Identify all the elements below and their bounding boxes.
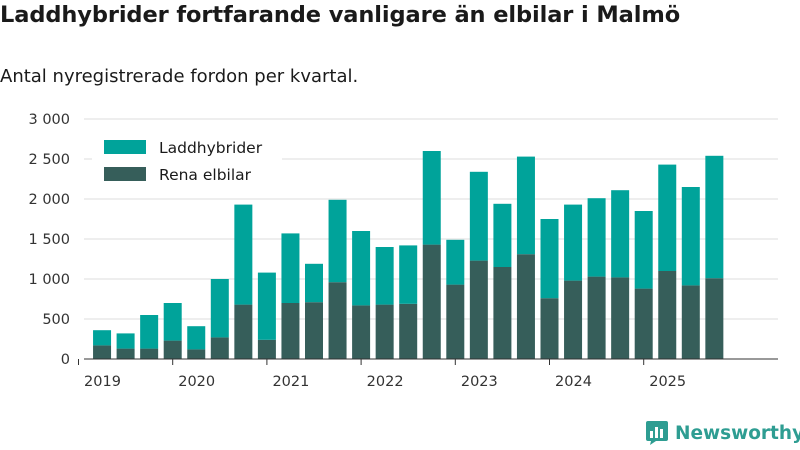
bar-rena-elbilar [281,303,300,359]
bar-laddhybrider [399,245,418,304]
y-tick-label: 0 [61,352,70,368]
bar-laddhybrider [257,272,276,340]
bar-rena-elbilar [705,278,724,359]
bar-rena-elbilar [658,271,677,359]
x-tick-label: 2019 [84,374,121,390]
chart-title: Laddhybrider fortfarande vanligare än el… [0,2,681,28]
bar-rena-elbilar [634,288,653,359]
bar-rena-elbilar [681,285,700,359]
bar-rena-elbilar [93,345,112,359]
bar-laddhybrider [210,279,229,338]
x-tick-label: 2024 [555,374,592,390]
bar-rena-elbilar [564,280,583,359]
x-tick-label: 2021 [272,374,309,390]
bar-rena-elbilar [140,348,159,359]
bar-laddhybrider [163,303,182,341]
bar-laddhybrider [540,219,559,299]
bar-rena-elbilar [375,304,394,359]
y-tick-label: 1 000 [28,272,70,288]
bar-rena-elbilar [611,277,630,359]
y-tick-label: 2 000 [28,192,70,208]
bar-laddhybrider [493,203,512,267]
legend-swatch [104,140,146,154]
bar-laddhybrider [422,151,441,245]
y-tick-label: 500 [42,312,70,328]
brand-name: Newsworthy [675,422,800,444]
bar-rena-elbilar [446,284,465,359]
bar-rena-elbilar [116,348,135,359]
bar-laddhybrider [658,164,677,271]
bar-rena-elbilar [234,304,253,359]
legend-label: Laddhybrider [159,139,263,157]
bar-laddhybrider [681,187,700,286]
bar-laddhybrider [234,204,253,305]
newsworthy-logo-icon [646,421,668,445]
bar-rena-elbilar [305,302,323,359]
bar-laddhybrider [587,198,606,277]
chart-subtitle: Antal nyregistrerade fordon per kvartal. [0,66,359,87]
bar-laddhybrider [352,231,371,306]
bar-rena-elbilar [422,244,441,359]
brand-logo: Newsworthy [645,420,800,446]
bar-laddhybrider [611,190,630,278]
x-tick-label: 2023 [461,374,498,390]
bar-laddhybrider [705,155,724,279]
bar-rena-elbilar [516,254,535,359]
y-tick-label: 1 500 [28,232,70,248]
bar-rena-elbilar [187,349,206,359]
bar-rena-elbilar [493,267,512,359]
y-tick-label: 3 000 [28,112,70,128]
bar-laddhybrider [116,333,135,349]
bar-laddhybrider [634,211,653,289]
bar-rena-elbilar [469,260,488,359]
x-tick-label: 2020 [178,374,215,390]
bar-rena-elbilar [163,340,182,359]
bar-laddhybrider [140,315,159,349]
bar-laddhybrider [93,330,112,346]
bar-rena-elbilar [328,282,347,359]
bar-rena-elbilar [257,339,276,359]
bar-laddhybrider [281,233,300,303]
bar-laddhybrider [516,156,535,255]
x-tick-label: 2022 [367,374,404,390]
bar-laddhybrider [469,171,488,261]
bar-laddhybrider [328,199,347,283]
bar-rena-elbilar [210,337,229,359]
bar-laddhybrider [446,239,465,285]
legend-label: Rena elbilar [159,166,252,184]
bar-laddhybrider [564,204,583,281]
y-tick-label: 2 500 [28,152,70,168]
bar-rena-elbilar [352,305,371,359]
legend-swatch [104,167,146,181]
bar-rena-elbilar [540,298,559,359]
x-tick-label: 2025 [649,374,686,390]
bar-laddhybrider [375,247,394,305]
bar-laddhybrider [187,326,206,350]
bar-rena-elbilar [587,276,606,359]
bar-rena-elbilar [399,303,418,359]
bar-laddhybrider [305,263,323,303]
